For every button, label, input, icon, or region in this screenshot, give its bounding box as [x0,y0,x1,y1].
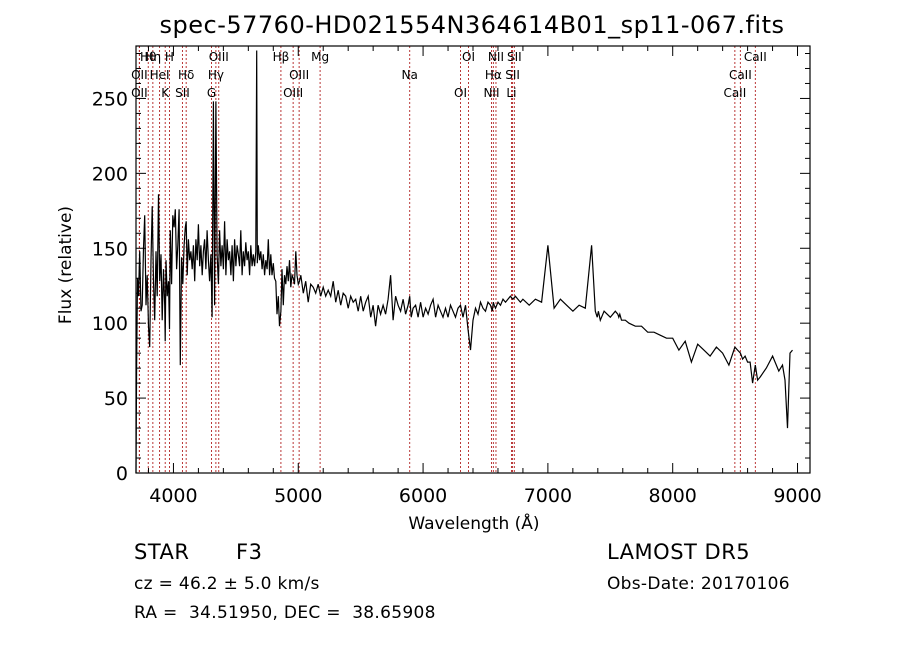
spectral-line-label: OIII [283,86,303,100]
x-axis-label: Wavelength (Å) [408,512,539,534]
spectrum-series [135,50,793,474]
spectral-line-label: OII [131,86,148,100]
observation-date: Obs-Date: 20170106 [607,574,790,594]
spectral-line-label: SII [175,86,190,100]
spectral-line-label: Li [506,86,516,100]
spectral-line-label: CaII [729,68,752,82]
spectral-line-label: Na [402,68,418,82]
y-tick-label: 0 [116,463,128,485]
spectral-line-label: H [165,50,174,64]
x-tick-label: 6000 [399,485,447,507]
spectral-line-label: Hβ [273,50,290,64]
spectral-line-label: Hδ [178,68,194,82]
y-tick-label: 100 [92,313,128,335]
spectral-line-label: Hα [485,68,502,82]
plot-frame [135,45,811,474]
spectral-line-labels: HθOIIOIIHηHeIKHHδSIIOIIIHγGHβOIIIOIIIMgN… [131,50,767,100]
y-axis-label: Flux (relative) [56,206,76,324]
spectral-line-label: OI [462,50,475,64]
x-tick-label: 9000 [773,485,821,507]
object-class: STAR [134,540,190,564]
chart-title: spec-57760-HD021554N364614B01_sp11-067.f… [160,11,785,39]
x-tick-label: 8000 [649,485,697,507]
y-tick-label: 250 [92,88,128,110]
spectral-line-label: Hη [145,50,162,64]
spectral-line-label: NII [483,86,499,100]
x-tick-label: 4000 [149,485,197,507]
spectral-line-label: SII [505,68,520,82]
spectral-line-label: G [207,86,216,100]
y-tick-label: 150 [92,238,128,260]
coordinates: RA = 34.51950, DEC = 38.65908 [134,603,436,623]
spectral-line-label: OI [454,86,467,100]
x-tick-label: 5000 [274,485,322,507]
spectral-line-label: Hθ [140,50,156,64]
spectral-line-label: NII [488,50,504,64]
y-tick-label: 50 [104,388,128,410]
spectral-line-label: Hγ [208,68,224,82]
spectral-line-label: OIII [209,50,229,64]
y-tick-label: 200 [92,163,128,185]
spectral-line-label: OIII [289,68,309,82]
spectral-line-label: OII [131,68,148,82]
object-subclass: F3 [236,540,263,564]
spectral-line-label: SII [507,50,522,64]
spectral-line-label: HeI [150,68,170,82]
axis-ticks: 4000 5000 6000 7000 8000 9000 0 50 100 150 200 250 [92,46,822,507]
survey-name: LAMOST DR5 [607,540,751,564]
spectral-line-label: CaII [744,50,767,64]
spectral-line-label: Mg [311,50,329,64]
redshift-cz: cz = 46.2 ± 5.0 km/s [134,574,320,594]
spectral-line-label: CaII [723,86,746,100]
spectral-line-label: K [161,86,170,100]
x-tick-label: 7000 [524,485,572,507]
